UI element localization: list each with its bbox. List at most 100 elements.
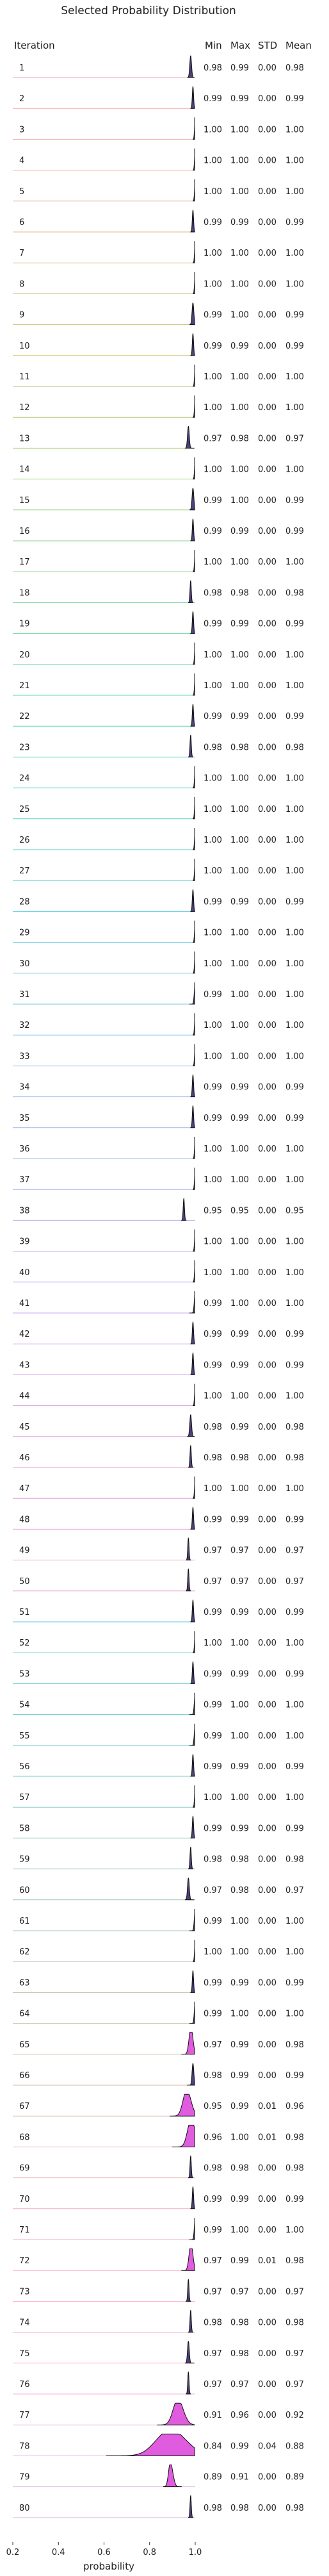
- density-curve: [192, 179, 195, 202]
- iteration-label: 66: [19, 2071, 30, 2081]
- iteration-label: 70: [19, 2195, 30, 2204]
- stat-mean: 0.98: [285, 2318, 304, 2328]
- iteration-label: 41: [19, 1299, 30, 1309]
- ridge-row: 21 1.00 1.00 0.00 1.00: [13, 673, 304, 696]
- ridge-row: 26 1.00 1.00 0.00 1.00: [13, 828, 304, 850]
- stat-min: 1.00: [204, 1144, 222, 1154]
- stat-mean: 0.99: [285, 1978, 304, 1988]
- stat-min: 0.89: [204, 2473, 222, 2482]
- ridge-row: 65 0.97 0.99 0.00 0.98: [13, 2032, 304, 2055]
- ridge-row: 66 0.98 0.99 0.00 0.99: [13, 2063, 304, 2086]
- density-curve: [188, 2155, 193, 2179]
- density-curve: [192, 272, 195, 294]
- density-curve: [192, 673, 195, 696]
- stat-mean: 0.98: [285, 588, 304, 598]
- iteration-label: 77: [19, 2411, 30, 2420]
- ridge-row: 30 1.00 1.00 0.00 1.00: [13, 951, 304, 974]
- iteration-label: 69: [19, 2164, 30, 2174]
- density-curve: [190, 1753, 195, 1777]
- iteration-label: 79: [19, 2473, 30, 2482]
- stat-std: 0.00: [258, 897, 277, 907]
- stat-max: 1.00: [230, 1793, 249, 1803]
- stat-max: 1.00: [230, 1731, 249, 1741]
- stat-std: 0.00: [258, 836, 277, 845]
- stat-max: 1.00: [230, 1392, 249, 1401]
- iteration-label: 12: [19, 403, 30, 413]
- stat-min: 0.98: [204, 1855, 222, 1865]
- density-curve: [190, 2186, 195, 2209]
- iteration-label: 28: [19, 897, 30, 907]
- stat-min: 0.97: [204, 1577, 222, 1587]
- stat-mean: 0.99: [285, 897, 304, 907]
- iteration-label: 18: [19, 588, 30, 598]
- density-curve: [188, 580, 193, 603]
- stat-std: 0.00: [258, 1639, 277, 1648]
- stat-std: 0.00: [258, 2010, 277, 2019]
- stat-mean: 0.99: [285, 342, 304, 351]
- stat-min: 0.99: [204, 1515, 222, 1524]
- stat-min: 1.00: [204, 249, 222, 258]
- stat-max: 0.97: [230, 2287, 249, 2297]
- stat-max: 0.99: [230, 218, 249, 227]
- stat-max: 0.99: [230, 1824, 249, 1833]
- ridge-row: 25 1.00 1.00 0.00 1.00: [13, 797, 304, 820]
- stat-min: 1.00: [204, 866, 222, 876]
- stat-min: 0.98: [204, 2071, 222, 2081]
- stat-std: 0.00: [258, 1824, 277, 1833]
- stat-min: 0.97: [204, 2349, 222, 2359]
- density-curve: [186, 2371, 191, 2395]
- density-curve: [189, 2218, 195, 2240]
- ridge-row: 58 0.99 0.99 0.00 0.99: [13, 1815, 304, 1838]
- stat-max: 0.99: [230, 342, 249, 351]
- stat-mean: 0.99: [285, 218, 304, 227]
- stat-min: 0.98: [204, 743, 222, 752]
- ridge-row: 67 0.95 0.99 0.01 0.96: [13, 2093, 304, 2117]
- stat-max: 1.00: [230, 125, 249, 135]
- stat-std: 0.00: [258, 1392, 277, 1401]
- ridge-row: 6 0.99 0.99 0.00 0.99: [13, 209, 304, 233]
- ridge-row: 78 0.84 0.99 0.04 0.88: [13, 2433, 304, 2456]
- stat-std: 0.00: [258, 743, 277, 752]
- stat-mean: 0.98: [285, 2133, 304, 2142]
- ridge-row: 47 1.00 1.00 0.00 1.00: [13, 1476, 304, 1499]
- stat-std: 0.00: [258, 650, 277, 660]
- stat-min: 0.98: [204, 2164, 222, 2174]
- density-curve: [190, 1507, 195, 1530]
- iteration-label: 3: [19, 125, 24, 135]
- stat-mean: 0.98: [285, 1855, 304, 1865]
- iteration-column-header: Iteration: [14, 40, 55, 51]
- stat-std: 0.00: [258, 496, 277, 506]
- stat-std: 0.00: [258, 2225, 277, 2235]
- density-curve: [190, 1599, 195, 1622]
- stat-std: 0.00: [258, 2164, 277, 2174]
- stat-min: 0.97: [204, 1546, 222, 1556]
- stat-std: 0.00: [258, 1577, 277, 1587]
- stat-max: 1.00: [230, 279, 249, 289]
- stat-max: 1.00: [230, 1144, 249, 1154]
- stat-std: 0.00: [258, 403, 277, 413]
- ridge-row: 72 0.97 0.99 0.01 0.98: [13, 2248, 304, 2271]
- density-curve: [106, 2433, 195, 2456]
- ridge-row: 17 1.00 1.00 0.00 1.00: [13, 550, 304, 572]
- stat-mean: 1.00: [285, 836, 304, 845]
- ridge-row: 33 1.00 1.00 0.00 1.00: [13, 1044, 304, 1066]
- stat-std: 0.00: [258, 1515, 277, 1524]
- iteration-label: 44: [19, 1392, 30, 1401]
- ridge-row: 3 1.00 1.00 0.00 1.00: [13, 117, 304, 140]
- ridge-row: 79 0.89 0.91 0.00 0.89: [13, 2465, 304, 2488]
- stat-min: 0.99: [204, 218, 222, 227]
- stat-min: 0.99: [204, 1669, 222, 1679]
- density-curve: [190, 1105, 195, 1128]
- density-curve: [181, 2032, 195, 2055]
- stat-min: 1.00: [204, 1947, 222, 1957]
- iteration-label: 30: [19, 959, 30, 969]
- stat-std: 0.00: [258, 1021, 277, 1030]
- stat-min: 1.00: [204, 805, 222, 814]
- stat-std: 0.00: [258, 2504, 277, 2513]
- stat-std: 0.00: [258, 1669, 277, 1679]
- stat-max: 0.98: [230, 2349, 249, 2359]
- stat-max: 0.99: [230, 94, 249, 104]
- stat-max: 0.98: [230, 1855, 249, 1865]
- stat-max: 0.99: [230, 2071, 249, 2081]
- x-tick-label: 1.0: [189, 2548, 202, 2557]
